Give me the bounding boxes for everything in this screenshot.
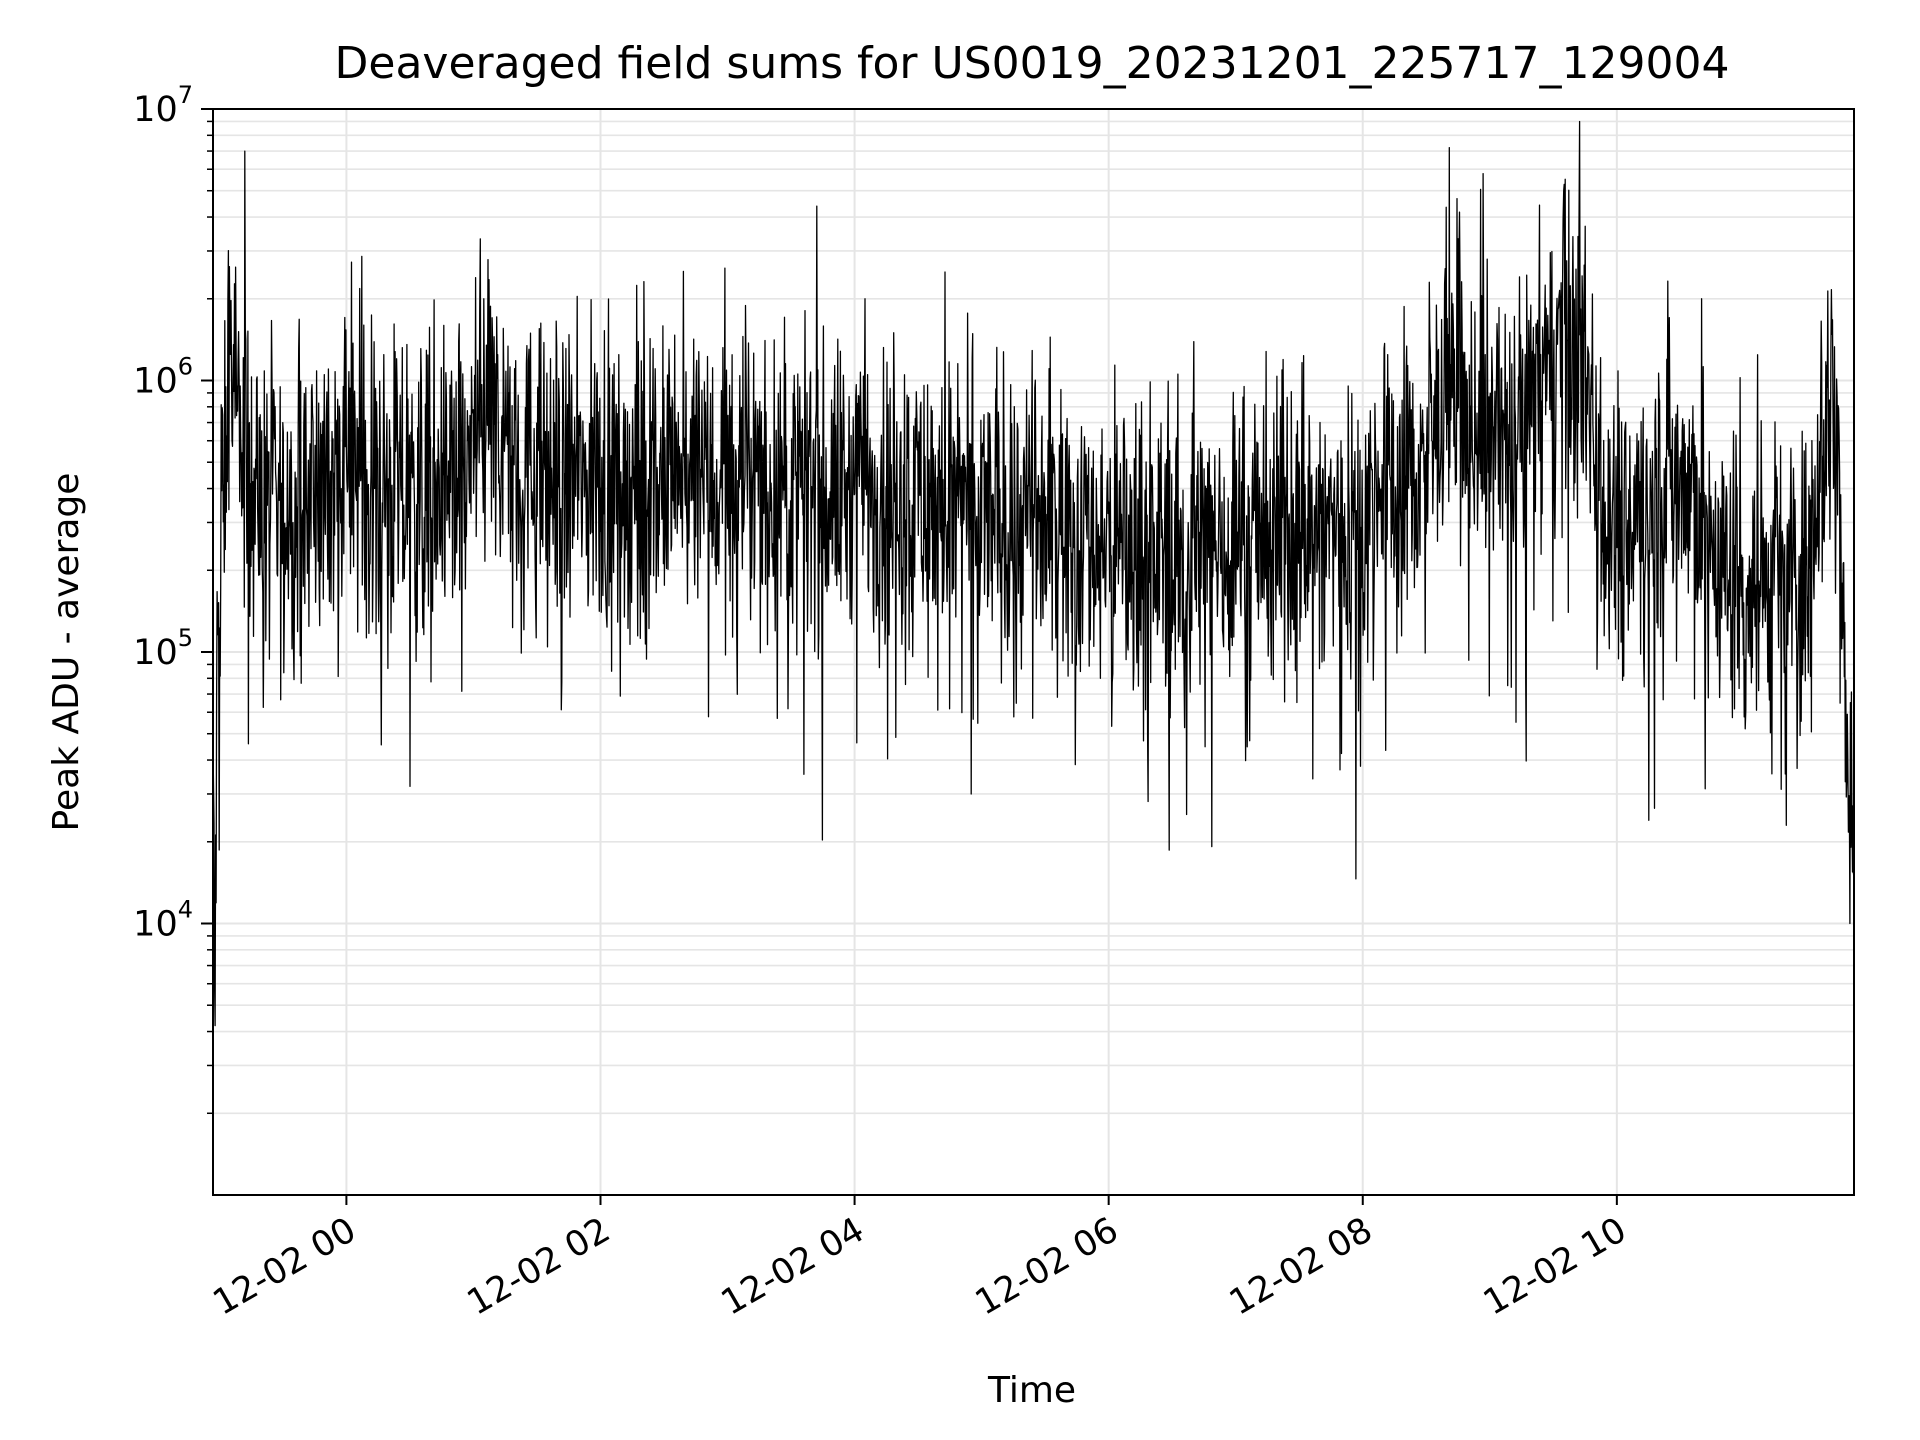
grid [213, 109, 1854, 1196]
y-axis: 104 105 106 107 [133, 81, 213, 1115]
y-tick-label: 104 [133, 896, 193, 945]
y-tick-label: 105 [133, 624, 193, 673]
y-tick-label: 106 [133, 353, 193, 402]
data-series [212, 120, 1855, 1027]
y-axis-label: Peak ADU - average [46, 473, 87, 832]
y-tick-label: 107 [133, 81, 193, 130]
x-axis-label: Time [987, 1370, 1076, 1411]
series-line [212, 120, 1855, 1027]
chart-title: Deaveraged field sums for US0019_2023120… [335, 38, 1730, 89]
